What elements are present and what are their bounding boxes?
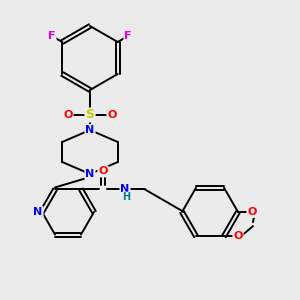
Text: O: O bbox=[63, 110, 73, 120]
Text: N: N bbox=[85, 169, 94, 179]
Text: H: H bbox=[122, 193, 130, 202]
Text: S: S bbox=[85, 109, 94, 122]
Text: N: N bbox=[85, 125, 94, 135]
Text: O: O bbox=[107, 110, 117, 120]
Text: N: N bbox=[120, 184, 130, 194]
Text: N: N bbox=[33, 207, 43, 217]
Text: O: O bbox=[247, 207, 257, 217]
Text: O: O bbox=[98, 167, 108, 176]
Text: O: O bbox=[233, 231, 243, 241]
Text: F: F bbox=[48, 31, 56, 41]
Text: F: F bbox=[124, 31, 132, 41]
